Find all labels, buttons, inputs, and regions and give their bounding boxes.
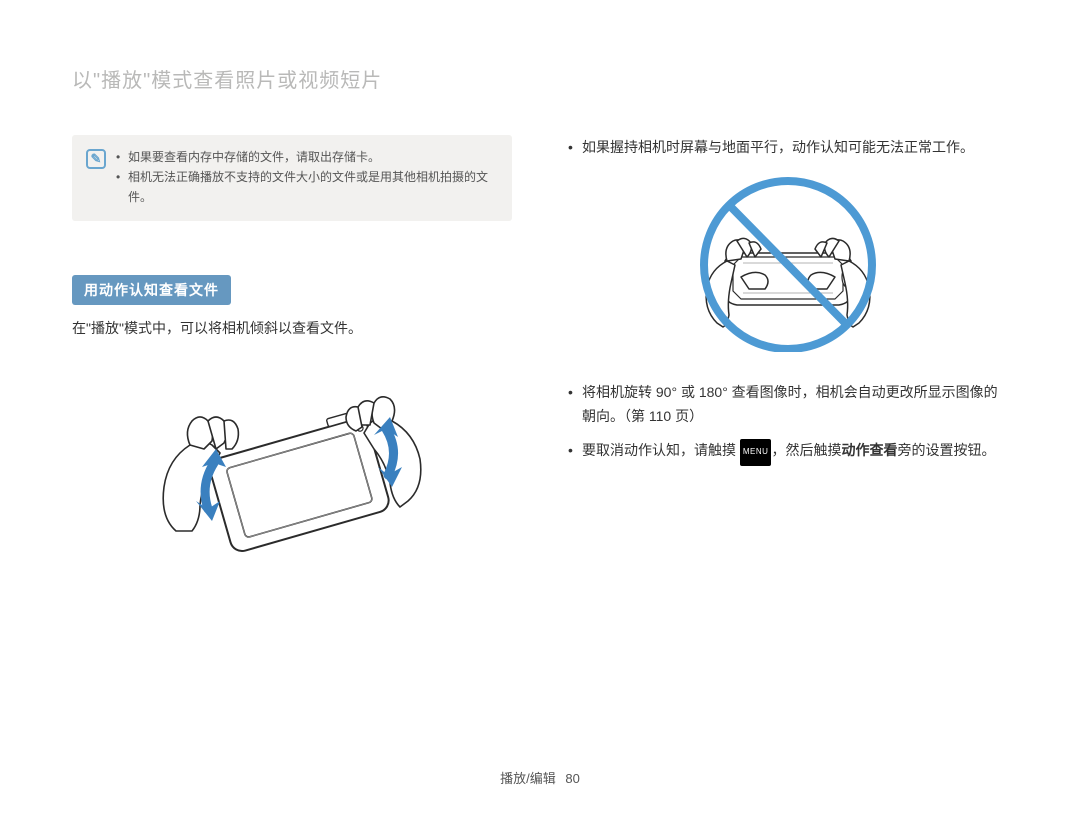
page-ref: 110 [649,408,671,424]
page-title: 以"播放"模式查看照片或视频短片 [72,64,1008,93]
menu-icon: MENU [740,439,772,466]
right-bullet-list-bottom: 将相机旋转 90° 或 180° 查看图像时，相机会自动更改所显示图像的朝向。（… [568,380,1008,466]
footer-section: 播放/编辑 [500,771,556,786]
right-column: 如果握持相机时屏幕与地面平行，动作认知可能无法正常工作。 [568,135,1008,592]
content-columns: ✎ 如果要查看内存中存储的文件，请取出存储卡。 相机无法正确播放不支持的文件大小… [72,135,1008,592]
bullet-text: 要取消动作认知，请触摸 [582,442,740,458]
bullet-text: 页） [671,408,703,424]
bullet-item: 要取消动作认知，请触摸 MENU，然后触摸动作查看旁的设置按钮。 [568,438,1008,466]
footer-page-number: 80 [565,771,579,786]
tilt-camera-svg [142,359,442,564]
note-box: ✎ 如果要查看内存中存储的文件，请取出存储卡。 相机无法正确播放不支持的文件大小… [72,135,512,221]
illustration-flat-prohibited [568,177,1008,352]
bullet-text: 将相机旋转 90° 或 180° 查看图像时，相机会自动更改所显示图像的朝向。（… [582,384,998,424]
page-root: 以"播放"模式查看照片或视频短片 ✎ 如果要查看内存中存储的文件，请取出存储卡。… [0,0,1080,815]
section: 用动作认知查看文件 在"播放"模式中，可以将相机倾斜以查看文件。 [72,275,512,564]
section-heading: 用动作认知查看文件 [72,275,231,305]
bullet-text: ，然后触摸 [771,442,841,458]
bold-term: 动作查看 [841,442,897,458]
page-footer: 播放/编辑 80 [0,768,1080,787]
note-icon: ✎ [86,149,106,169]
note-item: 相机无法正确播放不支持的文件大小的文件或是用其他相机拍摄的文件。 [116,167,498,207]
bullet-text: 旁的设置按钮。 [897,442,995,458]
section-intro: 在"播放"模式中，可以将相机倾斜以查看文件。 [72,317,512,339]
bullet-item: 将相机旋转 90° 或 180° 查看图像时，相机会自动更改所显示图像的朝向。（… [568,380,1008,428]
right-bullet-list-top: 如果握持相机时屏幕与地面平行，动作认知可能无法正常工作。 [568,135,1008,159]
illustration-tilt [72,359,512,564]
flat-camera-svg [683,177,893,352]
bullet-item: 如果握持相机时屏幕与地面平行，动作认知可能无法正常工作。 [568,135,1008,159]
note-item: 如果要查看内存中存储的文件，请取出存储卡。 [116,147,498,167]
note-list: 如果要查看内存中存储的文件，请取出存储卡。 相机无法正确播放不支持的文件大小的文… [116,147,498,207]
left-column: ✎ 如果要查看内存中存储的文件，请取出存储卡。 相机无法正确播放不支持的文件大小… [72,135,512,592]
